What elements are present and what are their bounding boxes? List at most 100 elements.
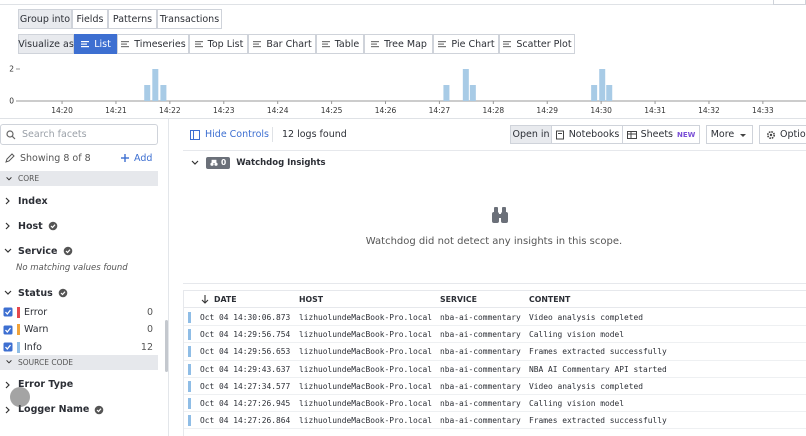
- facet[interactable]: Index: [3, 193, 48, 209]
- log-cell: Oct 04 14:29:56.653: [200, 347, 291, 357]
- divider: [0, 118, 806, 119]
- sheets-button[interactable]: Sheets NEW: [622, 125, 700, 144]
- watchdog-icon: [491, 206, 509, 227]
- log-cell: nba-ai-commentary: [440, 399, 521, 408]
- column-header[interactable]: DATE: [214, 295, 237, 304]
- section-header[interactable]: SOURCE CODE: [0, 354, 158, 370]
- visualize-option[interactable]: Timeseries: [117, 34, 189, 54]
- log-cell: lizhuolundeMacBook-Pro.local: [299, 313, 433, 322]
- scrollbar[interactable]: [165, 320, 168, 372]
- option-label: Top List: [207, 38, 244, 50]
- facet-value[interactable]: Error 0: [3, 305, 153, 319]
- log-cell: lizhuolundeMacBook-Pro.local: [299, 416, 433, 426]
- add-label: Add: [134, 152, 153, 164]
- value-label: Error: [24, 306, 48, 318]
- section-header[interactable]: CORE: [0, 171, 158, 186]
- x-tick-label: 14:26: [375, 106, 397, 115]
- search-icon: [6, 129, 16, 139]
- log-row[interactable]: [184, 378, 806, 395]
- facet[interactable]: Error Type: [3, 377, 73, 393]
- visualize-option[interactable]: Table: [316, 34, 364, 54]
- group-tab[interactable]: Patterns: [108, 9, 157, 29]
- watchdog-card: [183, 150, 806, 284]
- facet-name: Logger Name: [18, 404, 90, 415]
- log-cell: Video analysis completed: [529, 313, 644, 322]
- option-label: Tree Map: [384, 38, 427, 50]
- visualize-option[interactable]: Top List: [189, 34, 248, 54]
- log-cell: Oct 04 14:30:06.873: [200, 313, 291, 322]
- row-status-bar: [188, 363, 191, 375]
- log-row[interactable]: [184, 309, 806, 327]
- facet[interactable]: Service: [3, 243, 73, 259]
- log-row[interactable]: [184, 412, 806, 430]
- log-cell: Oct 04 14:29:43.637: [200, 364, 291, 374]
- options-button[interactable]: Options: [759, 125, 806, 144]
- x-tick-label: 14:24: [267, 106, 289, 115]
- option-label: Pie Chart: [451, 38, 495, 50]
- bar: [462, 69, 469, 101]
- showing-count: Showing 8 of 8: [20, 152, 91, 164]
- bar: [160, 85, 167, 101]
- log-row[interactable]: [184, 343, 806, 361]
- visualize-option[interactable]: Pie Chart: [433, 34, 499, 54]
- log-row[interactable]: [184, 361, 806, 378]
- log-cell: lizhuolundeMacBook-Pro.local: [299, 364, 433, 374]
- visualize-option[interactable]: Tree Map: [364, 34, 433, 54]
- facet-name: Host: [18, 220, 43, 232]
- section-title: CORE: [18, 174, 40, 183]
- visualize-option[interactable]: List: [74, 34, 117, 54]
- facet[interactable]: Logger Name: [3, 402, 104, 418]
- table-frame: [183, 290, 806, 436]
- facet-badge: [63, 246, 72, 256]
- panel-icon: [190, 129, 200, 140]
- column-header[interactable]: HOST: [299, 295, 324, 304]
- option-icon: [438, 41, 447, 48]
- hide-controls[interactable]: Hide Controls: [190, 127, 269, 142]
- facet[interactable]: Host: [3, 218, 58, 234]
- log-row[interactable]: [184, 395, 806, 413]
- value-count: 12: [140, 341, 153, 353]
- bar: [152, 69, 159, 101]
- visualize-option[interactable]: Bar Chart: [248, 34, 316, 54]
- facet-value[interactable]: Warn 0: [3, 323, 153, 337]
- watchdog-header[interactable]: 0 Watchdog Insights: [190, 155, 326, 170]
- x-tick-label: 14:22: [159, 106, 181, 115]
- option-label: Timeseries: [134, 38, 186, 50]
- facet-value[interactable]: Info 12: [3, 340, 153, 354]
- log-cell: nba-ai-commentary: [440, 364, 521, 374]
- watchdog-message: Watchdog did not detect any insights in …: [365, 236, 623, 247]
- more-button[interactable]: More: [706, 125, 753, 144]
- facet[interactable]: Status: [3, 285, 68, 301]
- value-label: Info: [24, 341, 42, 353]
- log-cell: nba-ai-commentary: [440, 381, 521, 391]
- x-tick-label: 14:23: [213, 106, 235, 115]
- watchdog-count: 0: [221, 158, 227, 167]
- notebook-icon: [555, 130, 564, 139]
- facet-search[interactable]: Search facets: [0, 124, 158, 145]
- notebooks-button[interactable]: Notebooks: [551, 125, 623, 144]
- x-tick-label: 14:32: [698, 106, 720, 115]
- column-header[interactable]: SERVICE: [440, 295, 477, 304]
- binoculars-icon: [210, 159, 218, 166]
- log-row[interactable]: [184, 326, 806, 344]
- column-header[interactable]: CONTENT: [529, 295, 571, 304]
- group-tab[interactable]: Fields: [72, 9, 108, 29]
- new-badge: NEW: [677, 130, 696, 139]
- group-tab[interactable]: Transactions: [157, 9, 222, 29]
- bar: [443, 85, 450, 101]
- x-tick-label: 14:33: [752, 106, 774, 115]
- log-cell: lizhuolundeMacBook-Pro.local: [299, 399, 433, 408]
- row-status-bar: [188, 380, 191, 392]
- gear-icon: [766, 130, 776, 139]
- x-tick-label: 14:20: [51, 106, 73, 115]
- top-divider: [0, 4, 806, 5]
- add-facet[interactable]: Add: [120, 151, 152, 165]
- facet-chevron: [4, 248, 12, 253]
- facet-name: Status: [18, 287, 53, 299]
- option-icon: [194, 41, 203, 48]
- showing-row: Showing 8 of 8: [5, 151, 91, 165]
- visualize-option[interactable]: Scatter Plot: [499, 34, 575, 54]
